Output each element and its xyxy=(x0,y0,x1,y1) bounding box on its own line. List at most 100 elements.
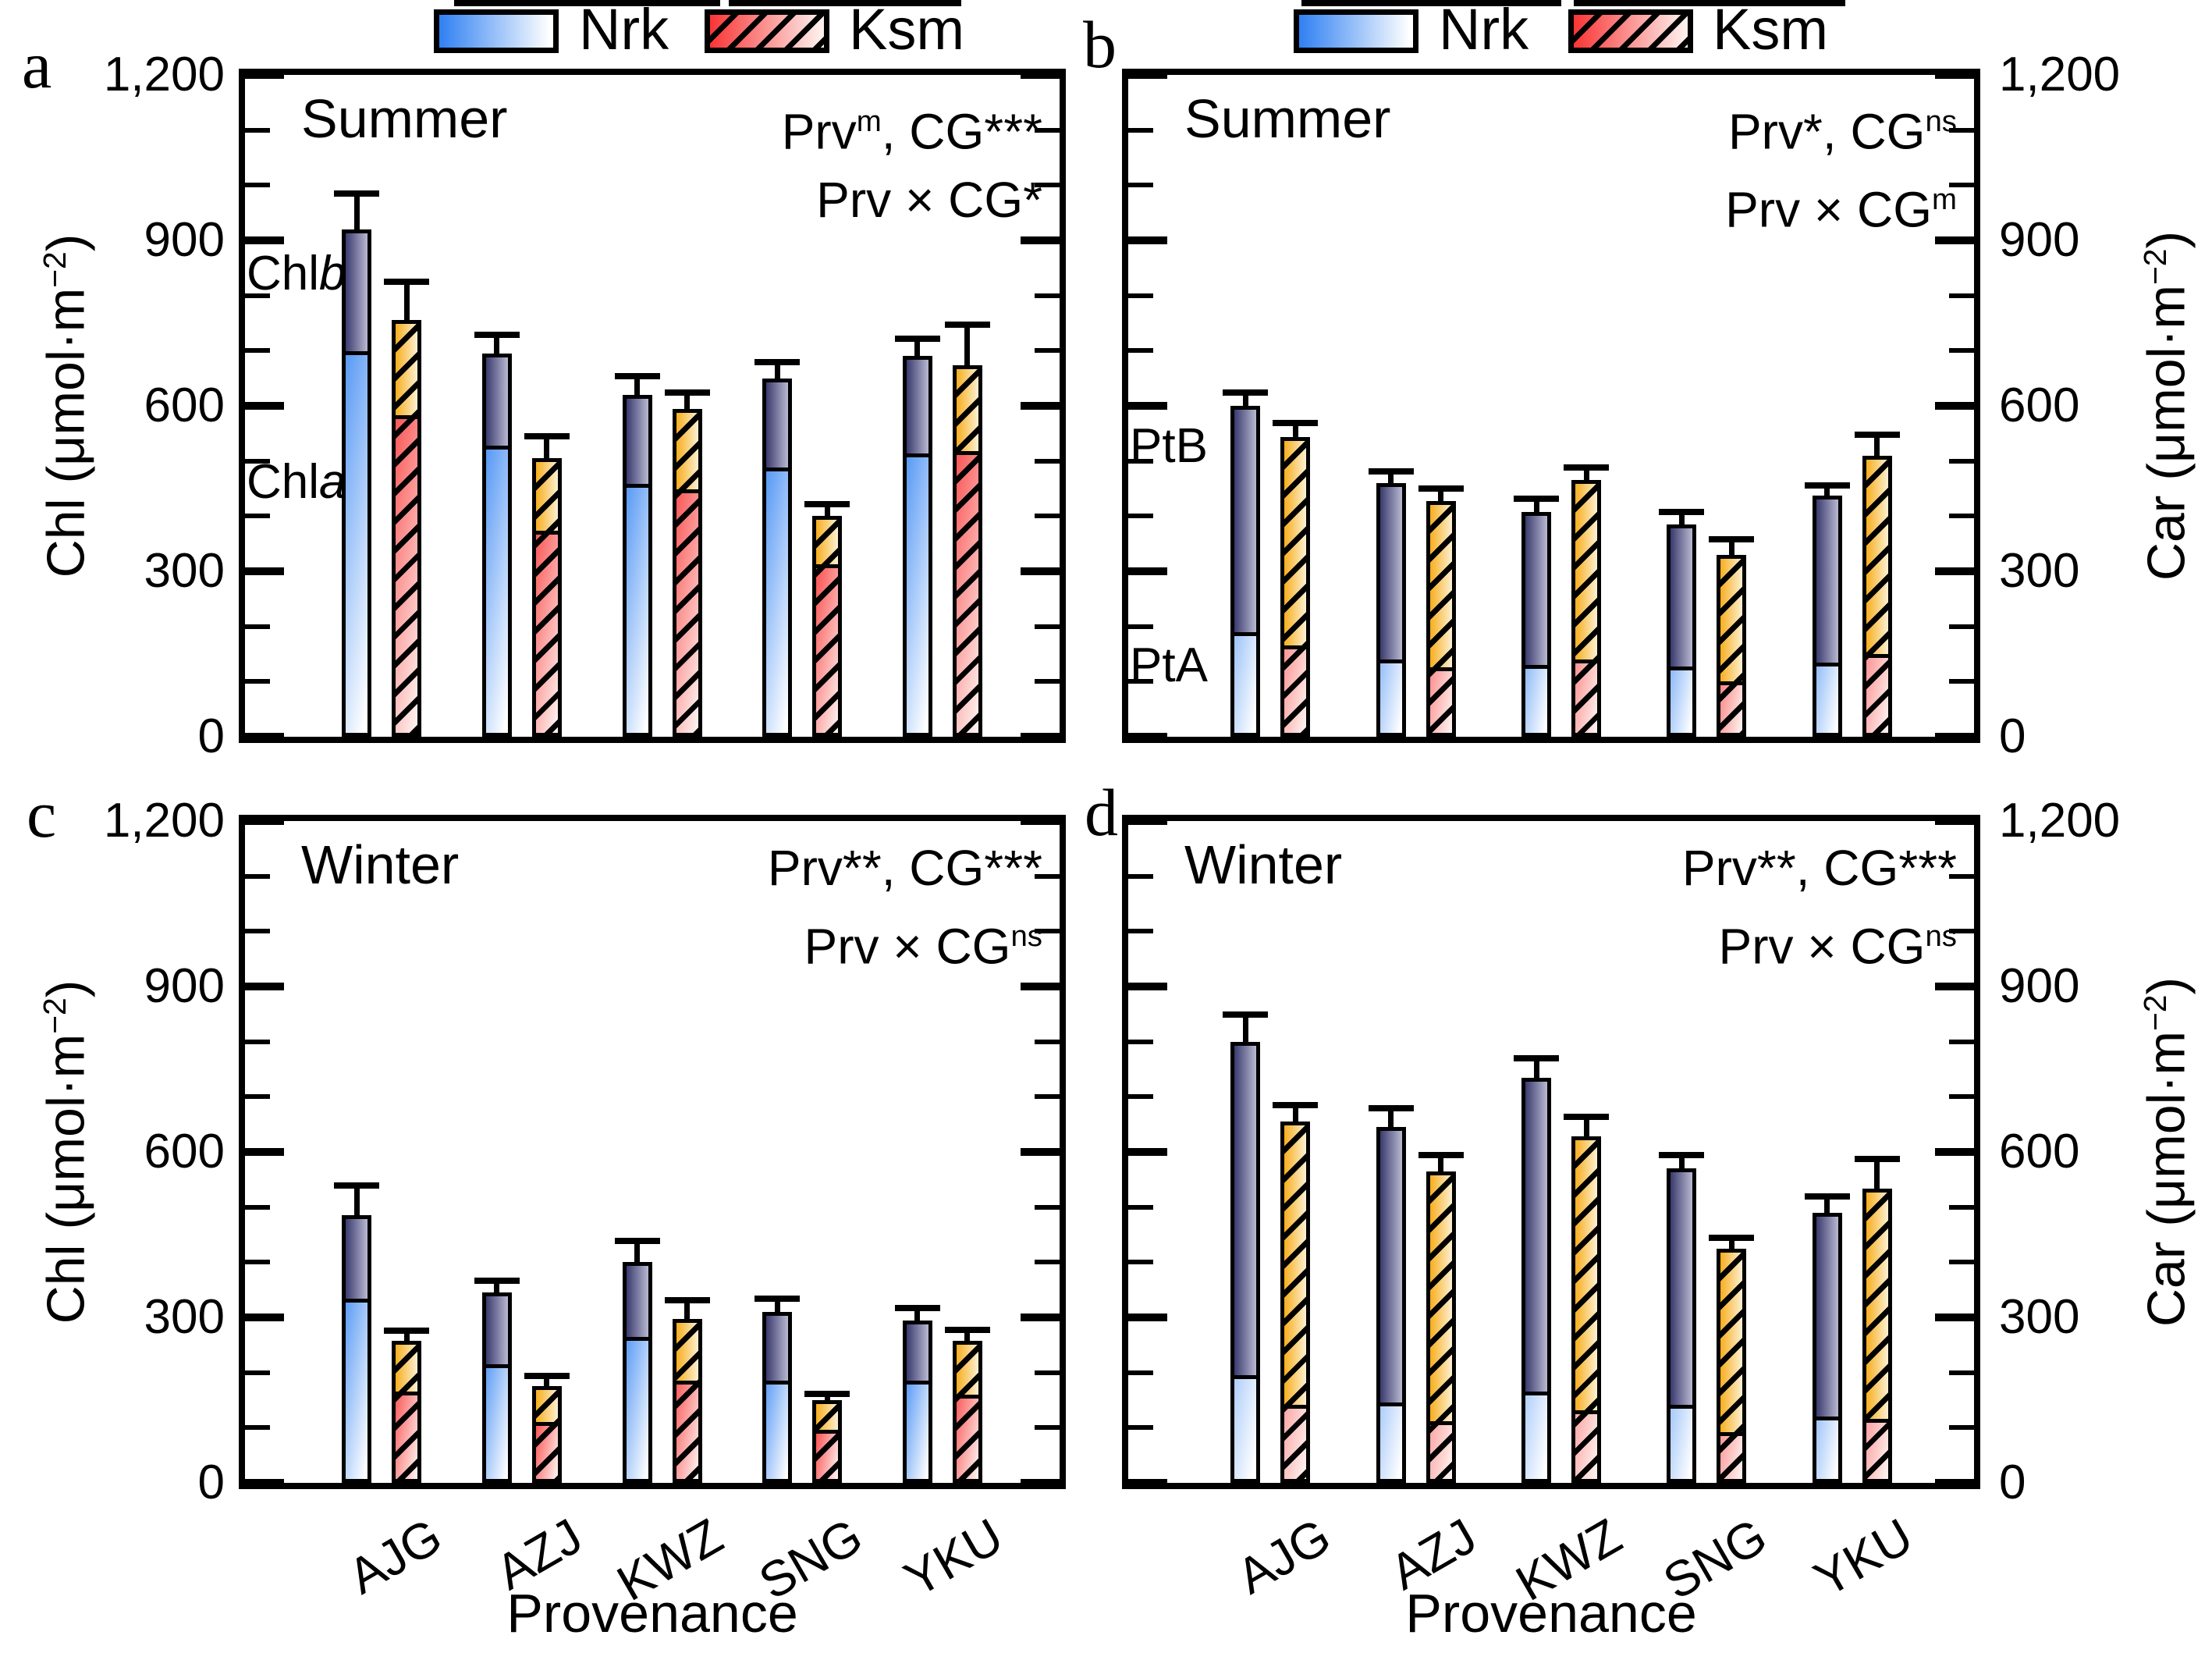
bar-a-AZJ-Ksm xyxy=(531,458,562,737)
legend-swatch-ksm xyxy=(705,9,829,53)
y-tick xyxy=(245,1260,270,1265)
y-tick xyxy=(1128,1204,1153,1210)
y-tick-label: 0 xyxy=(1999,1456,2026,1509)
bar-d-KWZ-Nrk xyxy=(1521,1077,1551,1483)
bar-c-AZJ-Ksm xyxy=(531,1386,562,1483)
y-tick xyxy=(245,348,270,354)
segment-top-PtB xyxy=(1575,484,1597,663)
bar-a-AJG-Ksm xyxy=(392,320,422,737)
y-tick xyxy=(1128,679,1153,684)
y-tick xyxy=(1021,1314,1060,1321)
y-tick xyxy=(1128,1425,1153,1431)
segment-top-Chlb xyxy=(535,462,558,535)
legend-swatch-nrk xyxy=(434,9,559,53)
y-tick xyxy=(1128,1479,1167,1487)
y-tick xyxy=(1128,1148,1167,1156)
y-tick-label: 1,200 xyxy=(1999,48,2121,101)
error-bar-cap xyxy=(944,321,990,328)
segment-top-Chlb xyxy=(766,1315,789,1385)
y-tick-label: 300 xyxy=(1999,1290,2080,1344)
segment-label: PtA xyxy=(1130,638,1208,692)
panel-summer-car: Summer Prv*, CGns Prv × CGm PtB PtA xyxy=(1122,69,1980,743)
y-tick xyxy=(1128,733,1167,741)
y-tick xyxy=(1949,127,1974,133)
season-label: Summer xyxy=(1184,88,1391,149)
segment-top-Chlb xyxy=(485,1296,508,1368)
y-tick xyxy=(1021,983,1060,990)
y-tick xyxy=(1128,1094,1153,1100)
y-tick xyxy=(1128,458,1153,464)
panel-winter-chl: Winter Prv**, CG*** Prv × CGns xyxy=(239,815,1066,1489)
error-bar xyxy=(1678,1157,1685,1171)
y-tick xyxy=(245,127,270,133)
y-tick xyxy=(245,458,270,464)
y-tick xyxy=(1021,1479,1060,1487)
error-bar xyxy=(1874,1160,1880,1191)
error-bar xyxy=(1292,425,1298,439)
y-tick xyxy=(245,293,270,298)
y-tick xyxy=(1035,929,1060,934)
y-tick xyxy=(1949,1094,1974,1100)
bar-a-YKU-Nrk xyxy=(902,356,932,737)
y-tick xyxy=(1935,567,1974,575)
error-bar xyxy=(494,1282,500,1295)
y-tick xyxy=(1128,1039,1153,1044)
error-bar-cap xyxy=(1709,536,1755,543)
legend-label-nrk: Nrk xyxy=(579,0,669,62)
segment-label: Chla xyxy=(247,455,346,510)
error-bar-cap xyxy=(524,433,570,440)
y-tick xyxy=(1128,624,1153,629)
segment-top-Chlb xyxy=(346,1219,368,1303)
error-bar-cap xyxy=(664,389,710,396)
y-tick xyxy=(1128,817,1167,825)
top-crop-line xyxy=(454,0,720,6)
error-bar xyxy=(1242,1015,1248,1043)
error-bar xyxy=(634,377,641,396)
error-bar xyxy=(774,363,780,380)
bar-c-KWZ-Ksm xyxy=(672,1319,702,1483)
y-tick xyxy=(245,873,270,879)
bar-d-YKU-Ksm xyxy=(1862,1189,1892,1483)
segment-top-PtB xyxy=(1816,1216,1838,1420)
segment-top-PtB xyxy=(1284,1125,1307,1409)
y-tick-label: 600 xyxy=(1999,379,2080,432)
error-bar-cap xyxy=(1223,1011,1269,1018)
bar-b-KWZ-Ksm xyxy=(1571,480,1601,737)
segment-top-Chlb xyxy=(396,324,418,419)
y-tick xyxy=(245,1148,284,1156)
y-tick-label: 1,200 xyxy=(103,794,225,848)
legend-label-ksm: Ksm xyxy=(1713,0,1828,62)
bar-b-SNG-Ksm xyxy=(1717,554,1747,737)
y-tick xyxy=(1935,1148,1974,1156)
panel-letter-d: d xyxy=(1085,775,1118,850)
segment-top-PtB xyxy=(1234,410,1257,636)
y-tick xyxy=(1035,1039,1060,1044)
error-bar-cap xyxy=(1223,389,1269,396)
y-tick xyxy=(1949,1425,1974,1431)
bar-a-KWZ-Nrk xyxy=(622,394,652,737)
error-bar-cap xyxy=(1659,1152,1705,1158)
panel-letter-a: a xyxy=(22,27,52,102)
segment-top-PtB xyxy=(1866,459,1888,658)
error-bar xyxy=(964,325,971,368)
segment-label: Chlb xyxy=(247,247,346,301)
stats-annotation: Prvm, CG*** Prv × CG* xyxy=(781,103,1042,229)
y-tick xyxy=(1949,183,1974,188)
y-tick xyxy=(1949,514,1974,519)
y-tick xyxy=(1128,127,1153,133)
y-tick xyxy=(1935,983,1974,990)
segment-top-PtB xyxy=(1671,1172,1693,1409)
y-tick xyxy=(245,1314,284,1321)
error-bar xyxy=(544,1377,550,1388)
panel-summer-chl: Summer Prvm, CG*** Prv × CG* Chlb Chla xyxy=(239,69,1066,743)
segment-top-Chlb xyxy=(956,369,978,455)
error-bar xyxy=(1874,436,1880,457)
y-tick-label: 900 xyxy=(1999,959,2080,1013)
y-tick xyxy=(245,733,284,741)
y-tick-label: 300 xyxy=(144,1290,225,1344)
y-tick-label: 1,200 xyxy=(1999,794,2121,848)
y-tick xyxy=(1935,236,1974,244)
bar-a-KWZ-Ksm xyxy=(672,408,702,737)
error-bar-cap xyxy=(1418,1152,1464,1158)
